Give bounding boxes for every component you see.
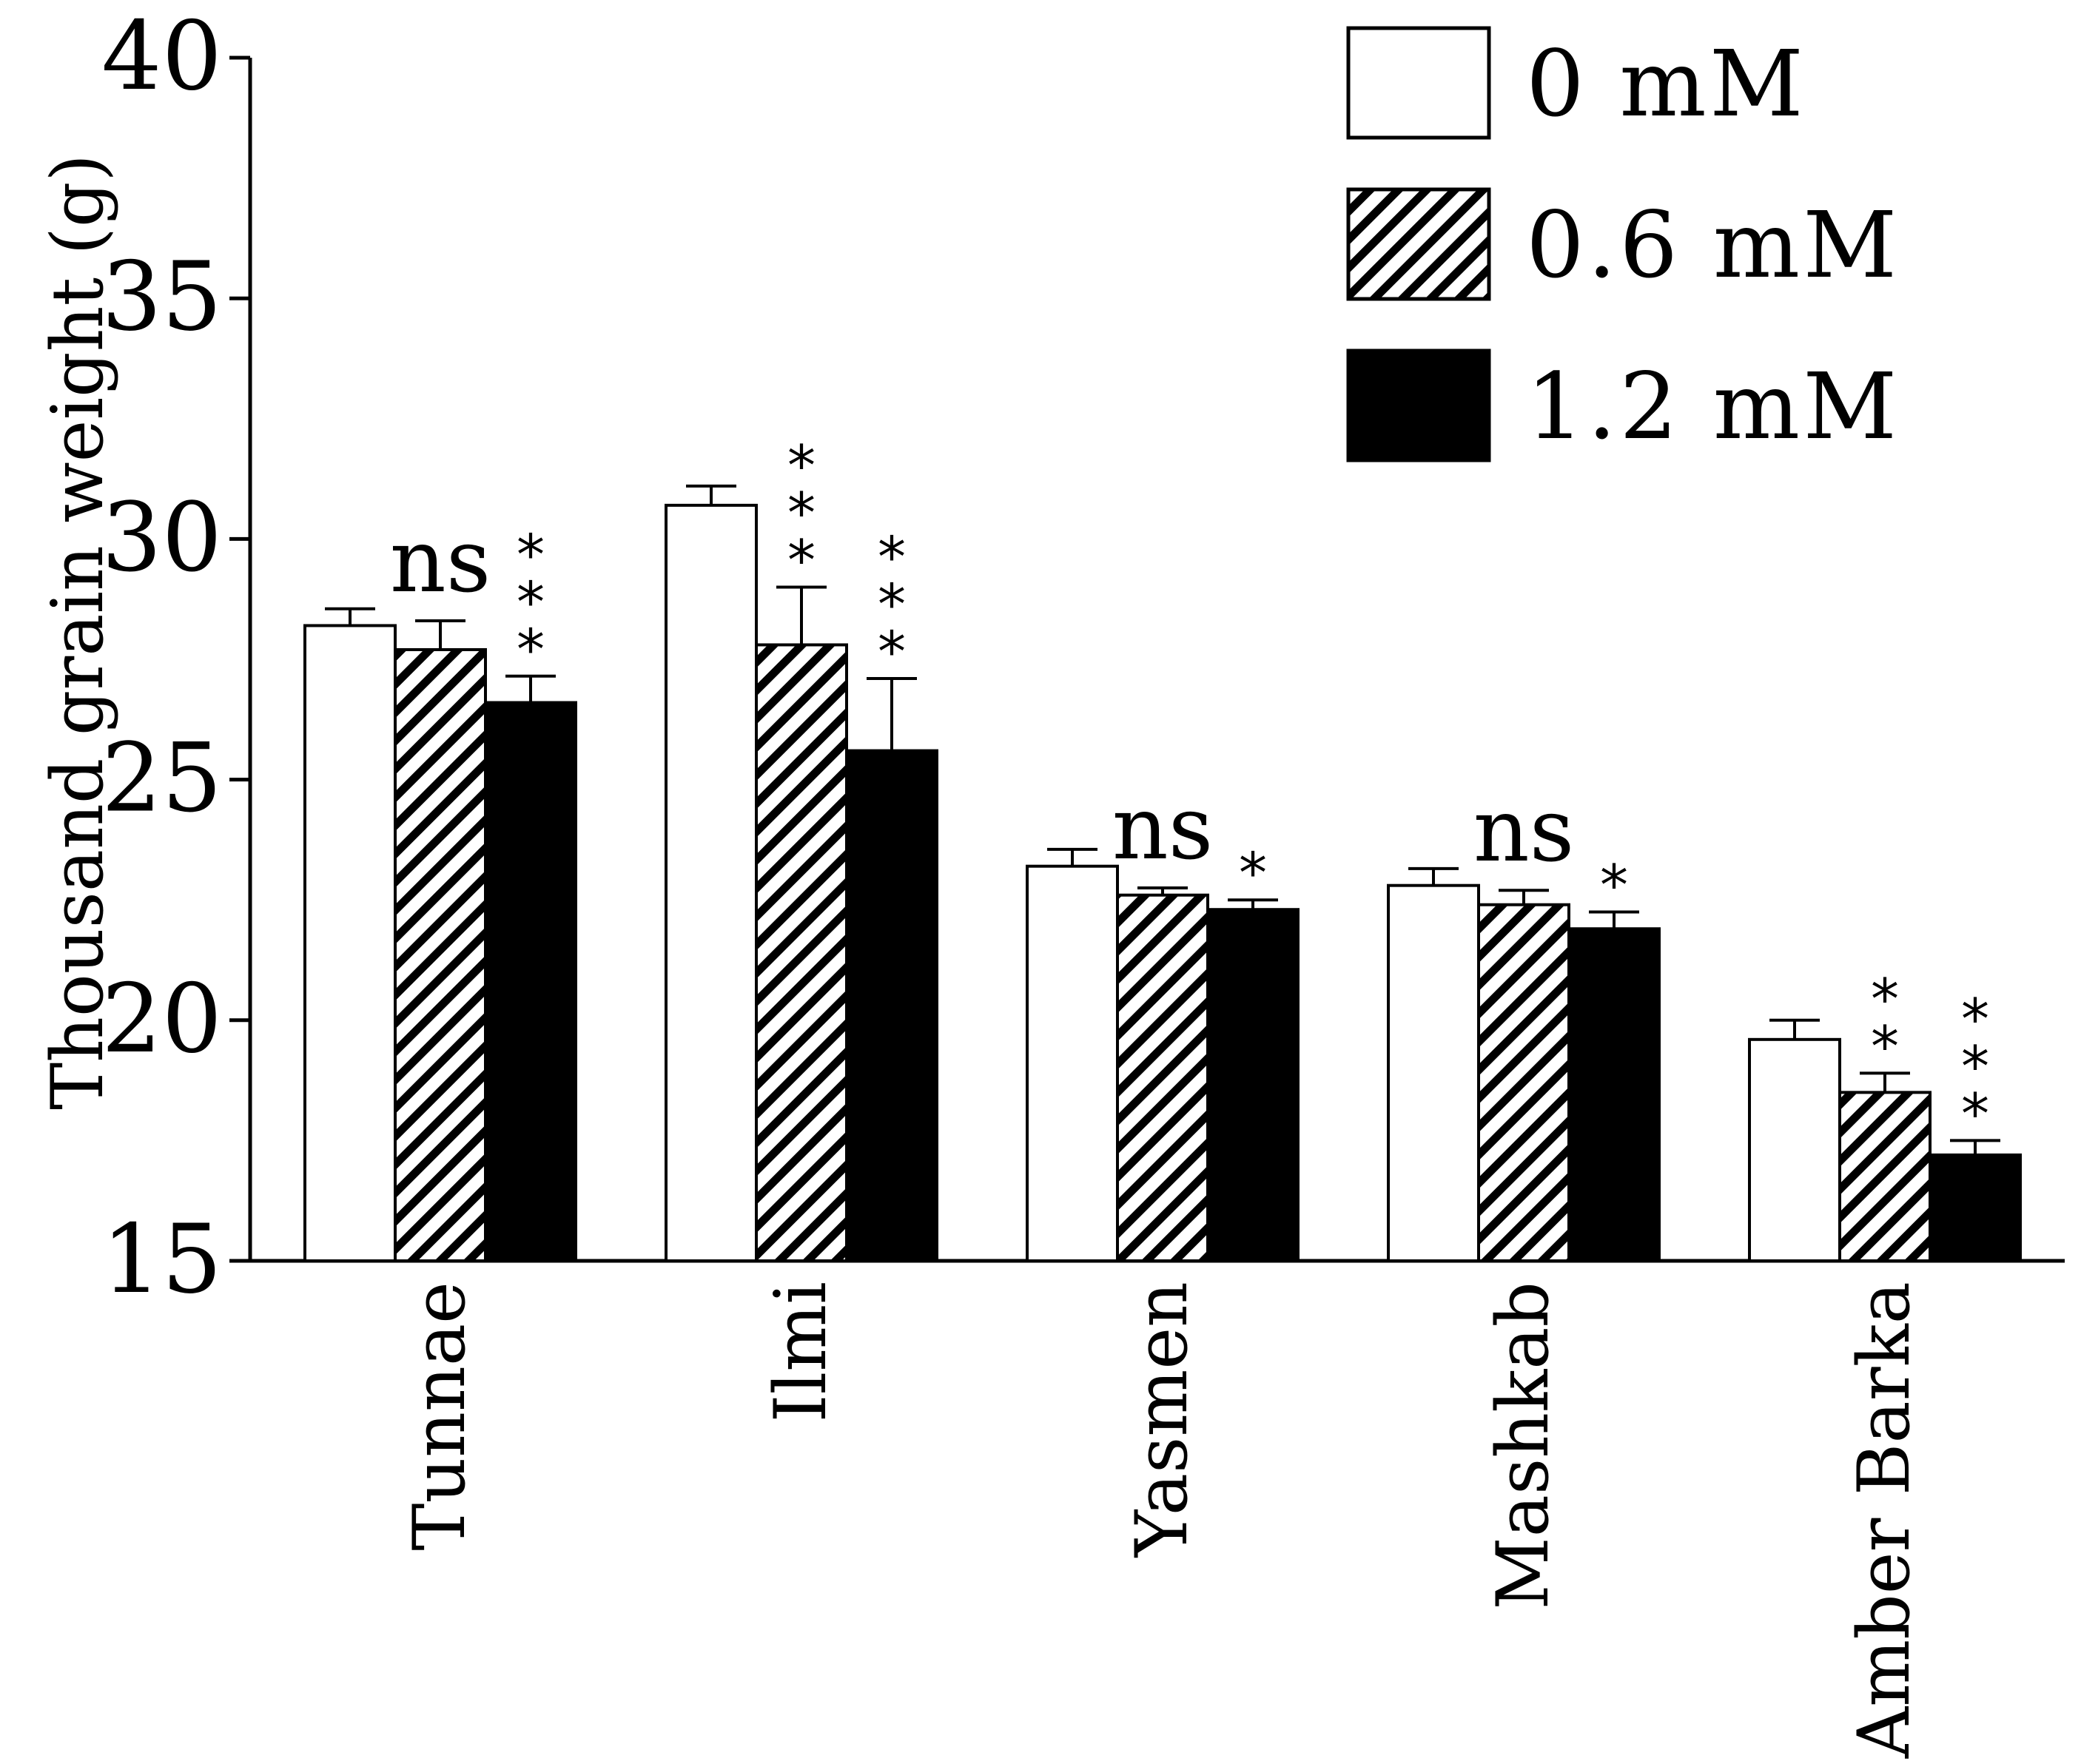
legend-swatch xyxy=(1346,187,1491,301)
significance-markers: ns* * *ns ns* ** * ** * ** ** * * xyxy=(390,432,1989,1146)
legend-swatch xyxy=(1346,349,1491,462)
bar-mashkab-0.6-mm xyxy=(1477,903,1570,1262)
y-tick-label: 40 xyxy=(101,1,222,112)
bar-amber-barka-0-mm xyxy=(1748,1037,1841,1263)
legend-label: 0 mM xyxy=(1526,31,1806,138)
bar-tunnae-0-mm xyxy=(303,624,397,1262)
bar-ilmi-0.6-mm xyxy=(755,643,848,1262)
bar-ilmi-1.2-mm xyxy=(845,749,938,1262)
bar-yasmen-1.2-mm xyxy=(1206,908,1300,1262)
significance-stars: * xyxy=(1239,840,1267,906)
legend-label: 0.6 mM xyxy=(1526,192,1900,299)
bar-amber-barka-0.6-mm xyxy=(1838,1091,1932,1262)
bar-yasmen-0.6-mm xyxy=(1116,893,1209,1263)
bar-mashkab-0-mm xyxy=(1387,883,1480,1262)
x-axis-category-labels: Tunnae Ilmi Yasmen Mashkab Amber Barka xyxy=(398,1282,1926,1759)
y-tick-label: 20 xyxy=(101,964,222,1074)
y-axis-ticks: 15 20 25 30 35 40 xyxy=(101,1,250,1315)
significance-ns: ns xyxy=(1473,779,1575,881)
bar-series xyxy=(303,484,2022,1263)
x-category-label: Tunnae xyxy=(398,1282,481,1551)
y-axis-title: Thousand grain weight (g) xyxy=(36,154,119,1110)
bar-amber-barka-1.2-mm xyxy=(1929,1153,2022,1262)
significance-stars: * * * xyxy=(787,432,816,593)
significance-stars: * * * xyxy=(878,524,906,684)
bar-yasmen-0-mm xyxy=(1026,864,1119,1262)
bar-ilmi-0-mm xyxy=(665,503,758,1262)
y-tick-label: 15 xyxy=(101,1205,222,1315)
significance-ns: ns xyxy=(390,510,491,612)
y-tick-label: 25 xyxy=(101,724,222,834)
x-category-label: Ilmi xyxy=(759,1282,842,1422)
x-category-label: Amber Barka xyxy=(1843,1282,1926,1759)
x-category-label: Mashkab xyxy=(1482,1282,1564,1609)
bar-mashkab-1.2-mm xyxy=(1567,927,1661,1262)
significance-stars: * * * xyxy=(517,522,545,682)
significance-ns: ns xyxy=(1112,777,1214,879)
x-category-label: Yasmen xyxy=(1120,1282,1203,1558)
bar-tunnae-1.2-mm xyxy=(484,701,577,1262)
y-tick-label: 30 xyxy=(101,482,222,593)
significance-stars: * * xyxy=(1871,966,1899,1079)
legend-swatch xyxy=(1346,26,1491,140)
bar-tunnae-0.6-mm xyxy=(394,647,487,1262)
y-tick-label: 35 xyxy=(101,242,222,352)
significance-stars: * xyxy=(1600,852,1628,918)
legend: 0 mM 0.6 mM 1.2 mM xyxy=(1346,26,1900,462)
significance-stars: * * * xyxy=(1961,986,1989,1146)
legend-label: 1.2 mM xyxy=(1526,354,1900,460)
